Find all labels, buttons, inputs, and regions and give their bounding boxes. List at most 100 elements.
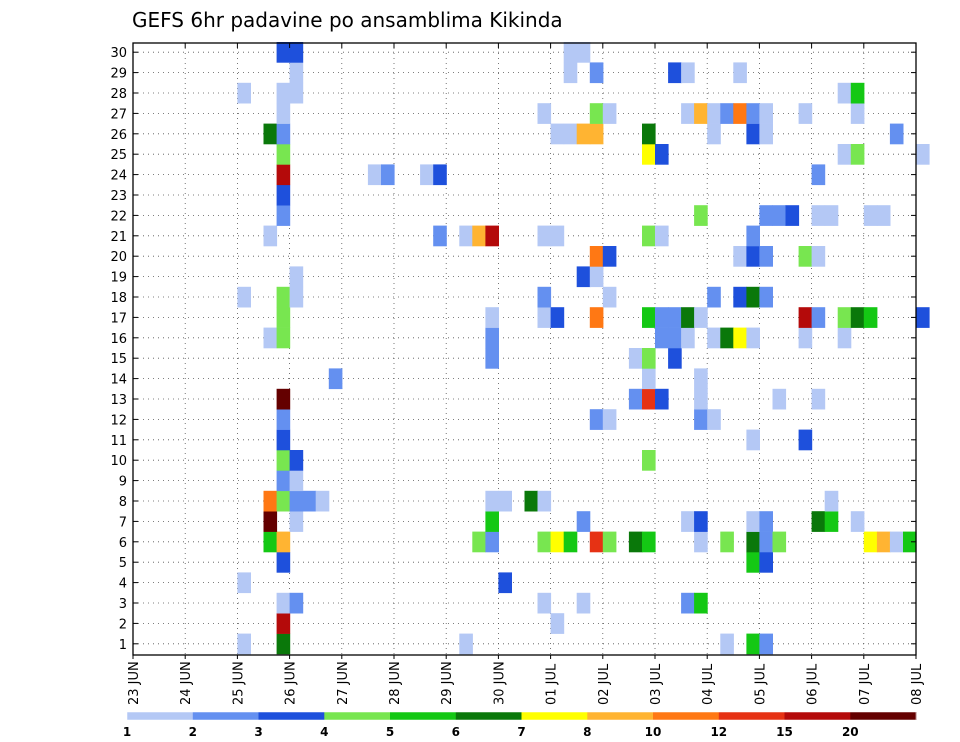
colorbar-label: 8 — [583, 725, 591, 739]
precip-cell — [563, 42, 578, 63]
precip-cell — [746, 246, 760, 267]
colorbar-swatch — [653, 712, 720, 720]
colorbar-swatch — [390, 712, 457, 720]
precip-cell — [694, 307, 708, 328]
precip-cell — [824, 205, 839, 226]
x-axis-ticks: 23 JUN 24 JUN 25 JUN 26 JUN 27 JUN 28 JUN 29 J… — [127, 43, 925, 705]
precip-cell — [655, 327, 669, 349]
y-tick-label: 19 — [110, 271, 127, 286]
precip-cell — [550, 307, 565, 328]
precip-cell — [681, 307, 695, 328]
precip-cell — [772, 531, 787, 553]
colorbar-swatch — [521, 712, 588, 720]
precip-cell — [276, 552, 291, 573]
y-tick-label: 18 — [110, 291, 127, 306]
precip-cell — [746, 327, 760, 349]
precip-cell — [276, 123, 291, 145]
y-tick-label: 8 — [119, 495, 127, 510]
precip-cell — [642, 450, 656, 471]
x-tick-label: 08 JUL — [910, 663, 925, 705]
y-tick-label: 6 — [119, 536, 127, 551]
precip-cell — [642, 388, 656, 410]
y-tick-label: 9 — [119, 475, 127, 490]
precip-cell — [498, 490, 512, 512]
precip-cell — [876, 531, 891, 553]
precip-cell — [276, 164, 291, 186]
y-tick-label: 13 — [110, 393, 127, 408]
precip-cell — [707, 123, 721, 145]
precip-cell — [850, 307, 865, 328]
precip-cell — [642, 144, 656, 165]
precip-cell — [850, 82, 865, 104]
x-tick-label: 28 JUN — [388, 661, 403, 705]
precip-cell — [459, 225, 473, 247]
precip-cell — [681, 62, 695, 84]
precip-cell — [798, 429, 813, 451]
colorbar-swatch — [127, 712, 194, 720]
precip-cell — [537, 103, 552, 124]
y-tick-label: 29 — [110, 67, 127, 82]
precip-cell — [681, 327, 695, 349]
precip-cell — [315, 490, 330, 512]
colorbar-label: 15 — [776, 725, 793, 739]
precip-cell — [759, 103, 773, 124]
precip-cell — [694, 388, 708, 410]
precip-cell — [837, 82, 852, 104]
precip-cell — [903, 531, 917, 553]
precip-cell — [798, 246, 813, 267]
precip-cell — [550, 531, 565, 553]
precip-cell — [276, 144, 291, 165]
data-cells — [237, 42, 930, 655]
precip-cell — [472, 225, 486, 247]
precip-cell — [576, 511, 591, 532]
colorbar-swatch — [718, 712, 785, 720]
precip-cell — [889, 123, 904, 145]
precip-cell — [276, 42, 291, 63]
precip-cell — [602, 531, 617, 553]
precip-cell — [785, 205, 800, 226]
precip-cell — [759, 552, 773, 573]
precip-cell — [276, 184, 291, 206]
precip-cell — [472, 531, 486, 553]
precip-cell — [850, 103, 865, 124]
precip-cell — [642, 123, 656, 145]
precip-cell — [289, 266, 304, 288]
precip-cell — [237, 572, 251, 594]
precip-cell — [668, 348, 682, 369]
precip-cell — [759, 123, 773, 145]
precip-cell — [433, 164, 447, 186]
precip-cell — [642, 225, 656, 247]
precip-cell — [694, 368, 708, 390]
precip-cell — [485, 348, 499, 369]
precip-cell — [746, 633, 760, 655]
precip-cell — [668, 327, 682, 349]
chart-title: GEFS 6hr padavine po ansamblima Kikinda — [132, 8, 563, 32]
precip-cell — [237, 286, 251, 308]
x-tick-label: 02 JUL — [597, 663, 612, 705]
precip-cell — [537, 307, 552, 328]
colorbar-label: 7 — [517, 725, 525, 739]
precip-cell — [916, 307, 930, 328]
precip-cell — [707, 409, 721, 430]
precip-cell — [524, 490, 539, 512]
y-tick-label: 26 — [110, 128, 127, 143]
x-tick-label: 30 JUN — [492, 661, 507, 705]
precip-cell — [485, 307, 499, 328]
precip-cell — [602, 286, 617, 308]
precip-cell — [733, 246, 747, 267]
precip-cell — [811, 246, 826, 267]
precip-cell — [289, 450, 304, 471]
colorbar-frame — [126, 711, 917, 721]
x-tick-label: 07 JUL — [858, 663, 873, 705]
x-tick-label: 01 JUL — [545, 663, 560, 705]
precip-cell — [720, 103, 734, 124]
precip-cell — [276, 531, 291, 553]
precip-cell — [302, 490, 317, 512]
precip-cell — [707, 327, 721, 349]
precip-cell — [694, 205, 708, 226]
precip-cell — [733, 327, 747, 349]
precip-cell — [694, 511, 708, 532]
colorbar-label: 5 — [386, 725, 394, 739]
precip-cell — [694, 103, 708, 124]
y-tick-label: 14 — [110, 373, 127, 388]
